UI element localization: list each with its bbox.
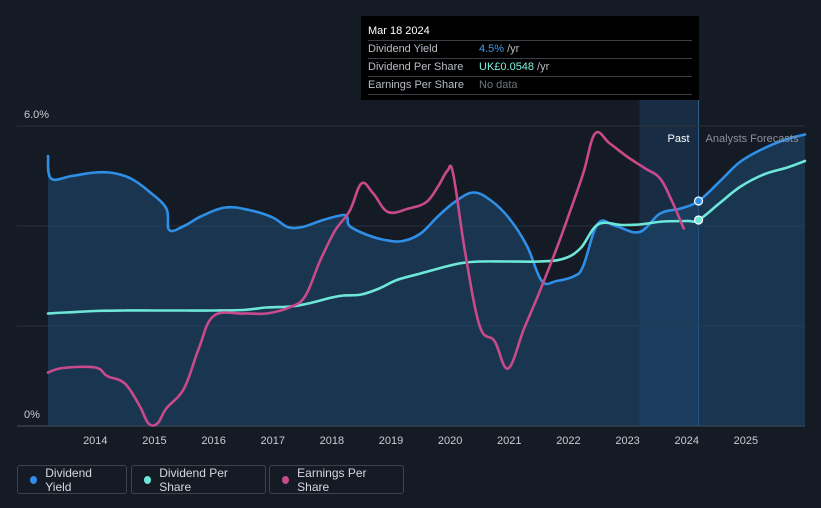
x-tick-label: 2020 (438, 435, 462, 447)
x-tick-label: 2024 (674, 435, 698, 447)
tooltip-unit: /yr (537, 61, 550, 73)
x-tick-label: 2022 (556, 435, 580, 447)
x-tick-label: 2014 (83, 435, 107, 447)
legend-dot-icon (144, 475, 152, 484)
legend-earnings-per-share[interactable]: Earnings Per Share (269, 465, 404, 494)
x-tick-label: 2023 (615, 435, 639, 447)
series-lines (46, 130, 807, 427)
y-axis-bottom-label: 0% (24, 409, 40, 421)
x-axis-ticks: 2014 2015 2016 2017 2018 2019 2020 2021 2022 2023… (83, 435, 758, 447)
x-tick-label: 2017 (260, 435, 284, 447)
x-tick-label: 2021 (497, 435, 521, 447)
tooltip-label: Dividend Per Share (368, 61, 464, 73)
tooltip-row-dividend-yield: Dividend Yield 4.5% /yr (368, 40, 692, 58)
tooltip-unit: /yr (507, 43, 520, 55)
x-tick-label: 2025 (734, 435, 758, 447)
dividend-yield-area (48, 134, 805, 426)
legend-dividend-per-share[interactable]: Dividend Per Share (131, 465, 266, 494)
dividend-yield-line (46, 133, 807, 286)
past-label: Past (668, 133, 690, 145)
x-tick-label: 2018 (320, 435, 344, 447)
tooltip-row-dividend-per-share: Dividend Per Share UK£0.0548 /yr (368, 58, 692, 76)
dividend-per-share-marker (693, 215, 704, 225)
legend-label: Earnings Per Share (297, 465, 367, 494)
earnings-per-share-line (46, 130, 686, 427)
tooltip-value: UK£0.0548 (479, 61, 535, 73)
tooltip-row-earnings-per-share: Earnings Per Share No data (368, 76, 692, 95)
dividend-yield-marker (693, 196, 704, 206)
analysts-forecasts-label: Analysts Forecasts (706, 133, 799, 145)
legend-dot-icon (282, 475, 290, 484)
x-tick-label: 2016 (201, 435, 225, 447)
y-axis-top-label: 6.0% (24, 109, 49, 121)
x-tick-label: 2019 (379, 435, 403, 447)
tooltip-label: Dividend Yield (368, 43, 438, 55)
legend-dividend-yield[interactable]: Dividend Yield (17, 465, 127, 494)
legend-dot-icon (30, 475, 38, 484)
tooltip-label: Earnings Per Share (368, 79, 464, 91)
legend-label: Dividend Per Share (159, 465, 228, 494)
tooltip-date: Mar 18 2024 (368, 25, 430, 37)
tooltip-value: No data (479, 79, 518, 91)
series-markers (693, 196, 704, 225)
series-areas (48, 134, 805, 426)
legend-label: Dividend Yield (45, 465, 92, 494)
dividend-per-share-line (46, 159, 807, 315)
tooltip-value: 4.5% (479, 43, 505, 55)
x-tick-label: 2015 (142, 435, 166, 447)
hover-tooltip: Mar 18 2024 Dividend Yield 4.5% /yr Divi… (361, 16, 699, 100)
